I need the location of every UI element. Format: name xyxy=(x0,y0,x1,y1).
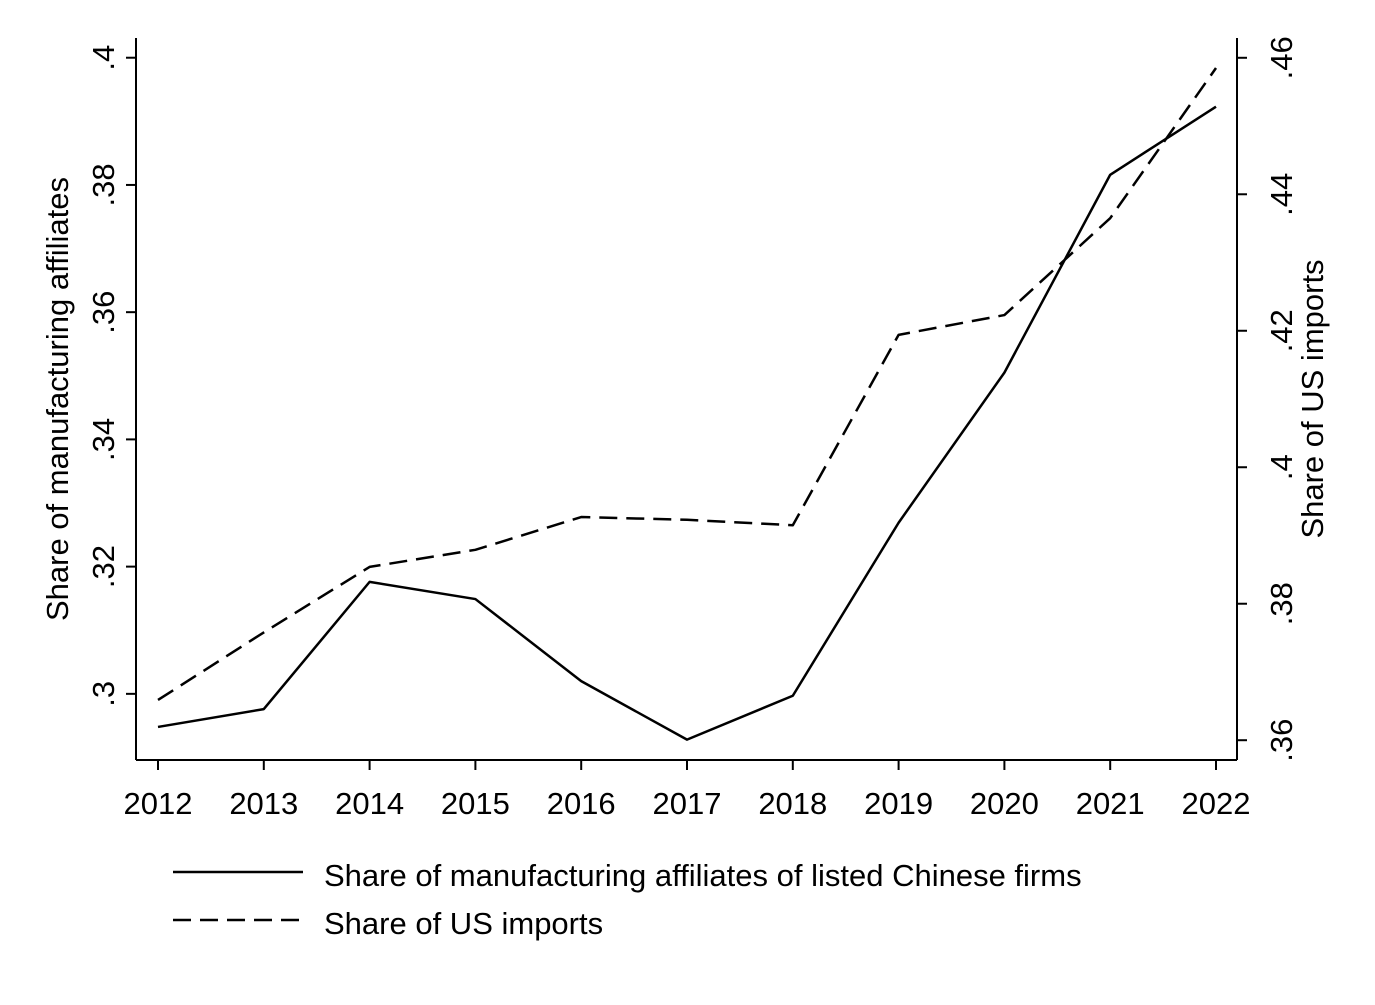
axes: 2012 2013 2014 2015 2016 2017 2018 2019 2020 2021… xyxy=(86,36,1299,821)
series-line-affiliates xyxy=(157,105,1217,741)
x-tick-label: 2022 xyxy=(1182,786,1251,821)
x-tick-label: 2014 xyxy=(335,786,404,821)
legend: Share of manufacturing affiliates of lis… xyxy=(173,858,1082,941)
series-lines xyxy=(157,67,1218,741)
y-tick-label: .36 xyxy=(86,291,121,334)
x-tick-label: 2020 xyxy=(970,786,1039,821)
legend-label-us-imports: Share of US imports xyxy=(324,906,603,941)
series-line-us-imports xyxy=(157,67,1218,702)
y-tick-label: .38 xyxy=(86,163,121,206)
x-tick-label: 2021 xyxy=(1076,786,1145,821)
legend-label-affiliates: Share of manufacturing affiliates of lis… xyxy=(324,858,1082,893)
x-tick-label: 2018 xyxy=(758,786,827,821)
x-tick-label: 2017 xyxy=(653,786,722,821)
x-tick-label: 2012 xyxy=(124,786,193,821)
y2-tick-label: .42 xyxy=(1264,309,1299,352)
y-tick-label: .3 xyxy=(86,681,121,707)
y-tick-label: .4 xyxy=(86,45,121,71)
y2-tick-label: .4 xyxy=(1264,454,1299,480)
x-tick-label: 2015 xyxy=(441,786,510,821)
y2-tick-label: .38 xyxy=(1264,582,1299,625)
y-axis-label: Share of manufacturing affiliates xyxy=(40,177,75,621)
y2-tick-label: .46 xyxy=(1264,36,1299,79)
y-tick-label: .32 xyxy=(86,545,121,588)
y-tick-label: .34 xyxy=(86,418,121,461)
x-tick-label: 2016 xyxy=(547,786,616,821)
x-tick-label: 2013 xyxy=(229,786,298,821)
y2-axis-label: Share of US imports xyxy=(1295,259,1330,538)
x-tick-label: 2019 xyxy=(864,786,933,821)
y2-tick-label: .36 xyxy=(1264,719,1299,762)
y2-tick-label: .44 xyxy=(1264,173,1299,216)
